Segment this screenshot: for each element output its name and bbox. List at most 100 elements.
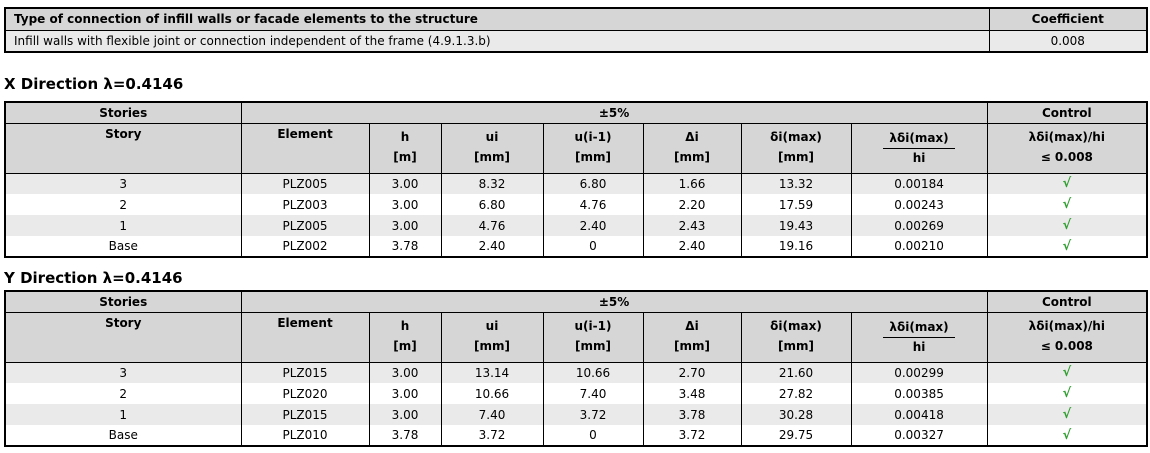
col-ui-unit: [mm] xyxy=(474,149,510,164)
cell-u-i-1: 6.80 xyxy=(542,173,644,194)
col-delta-i-unit: [mm] xyxy=(674,338,710,353)
col-h: h [m] xyxy=(368,122,442,174)
col-delta-i-label: Δi xyxy=(685,129,699,144)
cell-element: PLZ020 xyxy=(240,383,370,404)
cell-element: PLZ003 xyxy=(240,194,370,215)
pm5-header: ±5% xyxy=(240,101,988,124)
cell-element: PLZ010 xyxy=(240,425,370,446)
control-expression: λδi(max)/hi xyxy=(1028,318,1105,333)
cell-delta-i: 1.66 xyxy=(642,173,742,194)
connection-description: Infill walls with flexible joint or conn… xyxy=(4,30,990,52)
group-header-row: Stories ±5% Control xyxy=(4,290,1148,313)
col-h: h [m] xyxy=(368,311,442,363)
cell-ui: 8.32 xyxy=(440,173,544,194)
cell-story: Base xyxy=(4,236,242,257)
cell-u-i-1: 0 xyxy=(542,236,644,257)
ratio-denominator: hi xyxy=(912,339,926,354)
cell-delta-i-max: 21.60 xyxy=(740,362,852,383)
cell-ui: 10.66 xyxy=(440,383,544,404)
col-ui-unit: [mm] xyxy=(474,338,510,353)
col-u-i-1-label: u(i-1) xyxy=(574,129,612,144)
ratio-numerator: λδi(max) xyxy=(883,129,955,149)
cell-ratio: 0.00299 xyxy=(850,362,988,383)
col-u-i-1-unit: [mm] xyxy=(575,149,611,164)
control-header: Control xyxy=(986,101,1148,124)
stories-header: Stories xyxy=(4,101,242,124)
cell-story: 1 xyxy=(4,404,242,425)
cell-h: 3.00 xyxy=(368,404,442,425)
ratio-fraction: λδi(max) hi xyxy=(883,318,955,356)
col-h-label: h xyxy=(400,318,410,333)
check-icon: √ xyxy=(986,404,1148,425)
stories-header: Stories xyxy=(4,290,242,313)
cell-ratio: 0.00184 xyxy=(850,173,988,194)
col-delta-i-max: δi(max) [mm] xyxy=(740,311,852,363)
table-row: 2 PLZ020 3.00 10.66 7.40 3.48 27.82 0.00385 √ xyxy=(4,383,1148,404)
cell-delta-i-max: 13.32 xyxy=(740,173,852,194)
cell-ratio: 0.00269 xyxy=(850,215,988,236)
col-ratio: λδi(max) hi xyxy=(850,311,988,363)
cell-h: 3.00 xyxy=(368,173,442,194)
cell-delta-i: 3.48 xyxy=(642,383,742,404)
cell-u-i-1: 10.66 xyxy=(542,362,644,383)
ratio-numerator: λδi(max) xyxy=(883,318,955,338)
section-heading-x: X Direction λ=0.4146 xyxy=(4,75,184,93)
col-ratio: λδi(max) hi xyxy=(850,122,988,174)
connection-type-header: Type of connection of infill walls or fa… xyxy=(4,7,990,31)
cell-story: 3 xyxy=(4,173,242,194)
cell-h: 3.78 xyxy=(368,236,442,257)
cell-story: 3 xyxy=(4,362,242,383)
cell-h: 3.00 xyxy=(368,215,442,236)
cell-u-i-1: 3.72 xyxy=(542,404,644,425)
col-ui-label: ui xyxy=(485,318,499,333)
cell-u-i-1: 4.76 xyxy=(542,194,644,215)
table-row: 1 PLZ015 3.00 7.40 3.72 3.78 30.28 0.00418 √ xyxy=(4,404,1148,425)
col-control: λδi(max)/hi ≤ 0.008 xyxy=(986,122,1148,174)
cell-delta-i: 2.40 xyxy=(642,236,742,257)
col-h-label: h xyxy=(400,129,410,144)
pm5-header: ±5% xyxy=(240,290,988,313)
cell-ui: 6.80 xyxy=(440,194,544,215)
cell-u-i-1: 0 xyxy=(542,425,644,446)
control-limit: ≤ 0.008 xyxy=(1040,149,1093,164)
table-row: 2 PLZ003 3.00 6.80 4.76 2.20 17.59 0.00243 √ xyxy=(4,194,1148,215)
cell-story: 1 xyxy=(4,215,242,236)
table-row: Base PLZ010 3.78 3.72 0 3.72 29.75 0.00327 √ xyxy=(4,425,1148,446)
col-control: λδi(max)/hi ≤ 0.008 xyxy=(986,311,1148,363)
col-u-i-1: u(i-1) [mm] xyxy=(542,122,644,174)
table-row: 3 PLZ005 3.00 8.32 6.80 1.66 13.32 0.00184 √ xyxy=(4,173,1148,194)
column-header-row: Story Element h [m] ui [mm] u(i-1) [mm] … xyxy=(4,122,1148,174)
coefficient-value: 0.008 xyxy=(988,30,1148,52)
cell-element: PLZ002 xyxy=(240,236,370,257)
coefficient-header: Coefficient xyxy=(988,7,1148,31)
table-row: 1 PLZ005 3.00 4.76 2.40 2.43 19.43 0.00269 √ xyxy=(4,215,1148,236)
connection-header-row: Type of connection of infill walls or fa… xyxy=(4,7,1148,31)
group-header-row: Stories ±5% Control xyxy=(4,101,1148,124)
cell-u-i-1: 2.40 xyxy=(542,215,644,236)
col-u-i-1: u(i-1) [mm] xyxy=(542,311,644,363)
check-icon: √ xyxy=(986,425,1148,446)
drift-table-x-body: 3 PLZ005 3.00 8.32 6.80 1.66 13.32 0.00184 √ 2 PLZ… xyxy=(4,173,1148,257)
col-ui: ui [mm] xyxy=(440,311,544,363)
cell-h: 3.00 xyxy=(368,194,442,215)
col-u-i-1-label: u(i-1) xyxy=(574,318,612,333)
drift-table-x: Stories ±5% Control Story Element h [m] … xyxy=(4,101,1149,258)
cell-element: PLZ005 xyxy=(240,173,370,194)
drift-table-y: Stories ±5% Control Story Element h [m] … xyxy=(4,290,1149,447)
connection-type-table: Type of connection of infill walls or fa… xyxy=(4,7,1148,53)
cell-u-i-1: 7.40 xyxy=(542,383,644,404)
cell-h: 3.00 xyxy=(368,362,442,383)
cell-delta-i-max: 29.75 xyxy=(740,425,852,446)
cell-h: 3.00 xyxy=(368,383,442,404)
table-row: Base PLZ002 3.78 2.40 0 2.40 19.16 0.00210 √ xyxy=(4,236,1148,257)
cell-element: PLZ005 xyxy=(240,215,370,236)
col-h-unit: [m] xyxy=(393,338,417,353)
cell-ui: 2.40 xyxy=(440,236,544,257)
col-u-i-1-unit: [mm] xyxy=(575,338,611,353)
col-delta-i-unit: [mm] xyxy=(674,149,710,164)
drift-table-y-body: 3 PLZ015 3.00 13.14 10.66 2.70 21.60 0.00299 √ 2 P… xyxy=(4,362,1148,446)
connection-row: Infill walls with flexible joint or conn… xyxy=(4,30,1148,52)
cell-delta-i: 2.70 xyxy=(642,362,742,383)
col-ui-label: ui xyxy=(485,129,499,144)
